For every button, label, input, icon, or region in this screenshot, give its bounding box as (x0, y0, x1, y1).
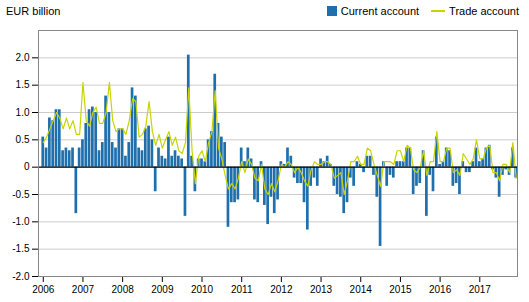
svg-text:-2.0: -2.0 (12, 271, 30, 282)
html-text:EUR billion: EUR billion (6, 5, 61, 17)
svg-text:2007: 2007 (72, 284, 95, 295)
svg-text:-0.5: -0.5 (12, 189, 30, 200)
svg-text:-1.5: -1.5 (12, 243, 30, 254)
svg-text:2017: 2017 (469, 284, 492, 295)
svg-text:2008: 2008 (112, 284, 135, 295)
svg-text:0.5: 0.5 (16, 134, 30, 145)
svg-text:2.0: 2.0 (16, 52, 30, 63)
svg-text:2009: 2009 (151, 284, 174, 295)
html-text:Trade account: Trade account (449, 5, 519, 17)
svg-text:2006: 2006 (32, 284, 55, 295)
svg-text:1.0: 1.0 (16, 107, 30, 118)
svg-text:2016: 2016 (429, 284, 452, 295)
svg-text:0: 0 (24, 161, 30, 172)
svg-text:2015: 2015 (389, 284, 412, 295)
svg-text:2014: 2014 (350, 284, 373, 295)
html-text:Current account: Current account (340, 5, 420, 17)
svg-text:2013: 2013 (310, 284, 333, 295)
svg-text:2012: 2012 (270, 284, 293, 295)
svg-text:1.5: 1.5 (16, 79, 30, 90)
svg-text:-1.0: -1.0 (12, 216, 30, 227)
svg-text:2010: 2010 (191, 284, 214, 295)
svg-text:2011: 2011 (231, 284, 253, 295)
